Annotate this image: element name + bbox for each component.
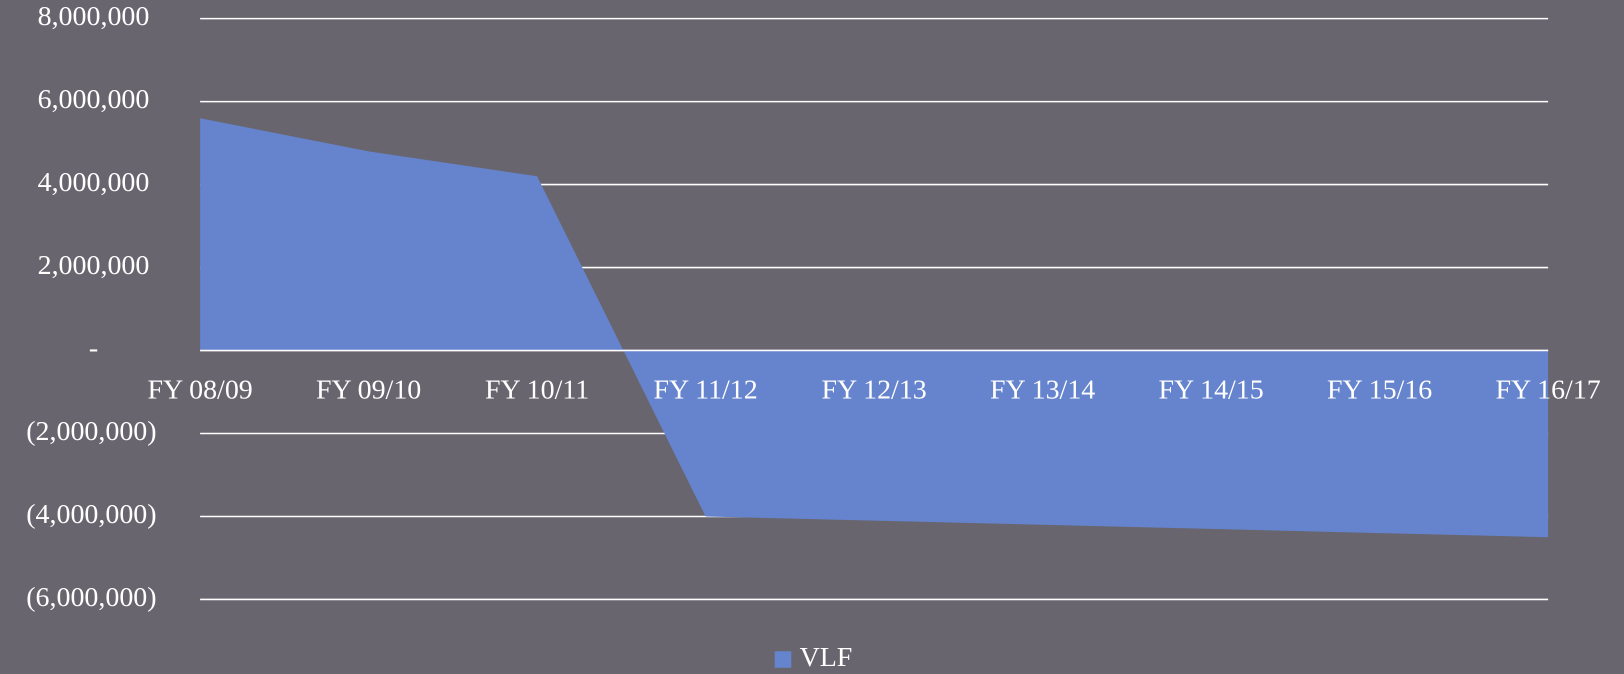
- legend-swatch: [774, 651, 792, 668]
- x-tick-label: FY 12/13: [821, 374, 926, 405]
- y-tick-label: 6,000,000: [38, 84, 150, 115]
- x-tick-label: FY 13/14: [990, 374, 1095, 405]
- y-tick-label: 4,000,000: [38, 167, 150, 198]
- y-tick-label: 8,000,000: [38, 1, 150, 32]
- y-tick-label: (2,000,000): [26, 416, 156, 447]
- y-tick-label: 2,000,000: [38, 250, 150, 281]
- x-tick-label: FY 10/11: [485, 374, 589, 405]
- labels: (6,000,000) (4,000,000) (2,000,000) - 2,000,…: [26, 1, 1601, 613]
- x-tick-label: FY 15/16: [1327, 374, 1432, 405]
- x-tick-label: FY 08/09: [147, 374, 252, 405]
- legend-label: VLF: [800, 642, 853, 673]
- legend: VLF: [774, 642, 853, 673]
- x-tick-label: FY 09/10: [316, 374, 421, 405]
- x-tick-label: FY 14/15: [1158, 374, 1263, 405]
- x-tick-label: FY 11/12: [653, 374, 757, 405]
- marks: [200, 118, 1549, 538]
- y-tick-label: (6,000,000): [26, 582, 156, 613]
- area: [200, 118, 1549, 538]
- y-tick-label: -: [89, 333, 98, 364]
- x-tick-label: FY 16/17: [1495, 374, 1600, 405]
- y-tick-label: (4,000,000): [26, 499, 156, 530]
